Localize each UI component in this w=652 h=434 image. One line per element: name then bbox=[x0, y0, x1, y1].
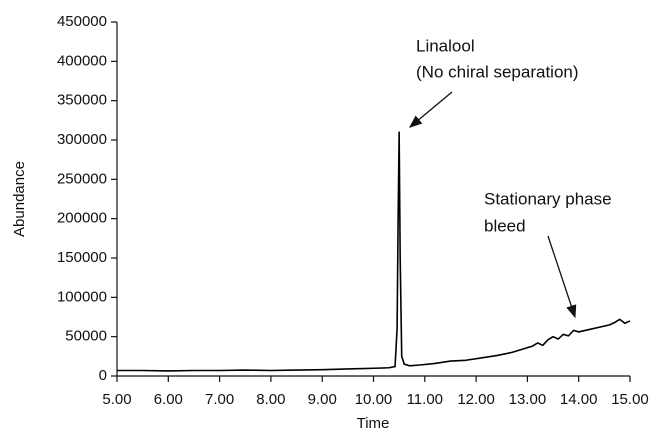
x-tick-label: 8.00 bbox=[256, 391, 285, 408]
annotation: Stationary phase bbox=[484, 189, 612, 208]
x-tick-label: 15.00 bbox=[611, 391, 649, 408]
y-tick-label: 400000 bbox=[57, 52, 107, 69]
annotation-arrow bbox=[409, 91, 453, 128]
y-tick-label: 50000 bbox=[65, 328, 107, 345]
x-tick-label: 9.00 bbox=[308, 391, 337, 408]
x-tick-label: 6.00 bbox=[154, 391, 183, 408]
y-tick-label: 200000 bbox=[57, 210, 107, 227]
data-line bbox=[117, 131, 631, 372]
x-tick-label: 11.00 bbox=[407, 391, 443, 408]
y-axis-label: Abundance bbox=[11, 161, 28, 237]
y-tick-label: 0 bbox=[99, 367, 107, 384]
annotation: bleed bbox=[484, 216, 526, 235]
y-tick-label: 450000 bbox=[57, 13, 107, 30]
annotation: (No chiral separation) bbox=[416, 62, 579, 81]
y-tick-label: 250000 bbox=[57, 170, 107, 187]
annotation-arrow bbox=[547, 235, 577, 319]
y-tick-label: 150000 bbox=[57, 249, 107, 266]
y-tick-label: 300000 bbox=[57, 131, 107, 148]
x-tick-label: 7.00 bbox=[205, 391, 234, 408]
x-tick-label: 10.00 bbox=[355, 391, 393, 408]
x-tick-label: 13.00 bbox=[509, 391, 547, 408]
y-tick-label: 100000 bbox=[57, 288, 107, 305]
x-tick-label: 14.00 bbox=[560, 391, 598, 408]
annotation: Linalool bbox=[416, 36, 475, 55]
x-axis-label: Time bbox=[357, 415, 390, 432]
x-tick-label: 12.00 bbox=[457, 391, 495, 408]
y-tick-label: 350000 bbox=[57, 92, 107, 109]
x-tick-label: 5.00 bbox=[102, 391, 131, 408]
